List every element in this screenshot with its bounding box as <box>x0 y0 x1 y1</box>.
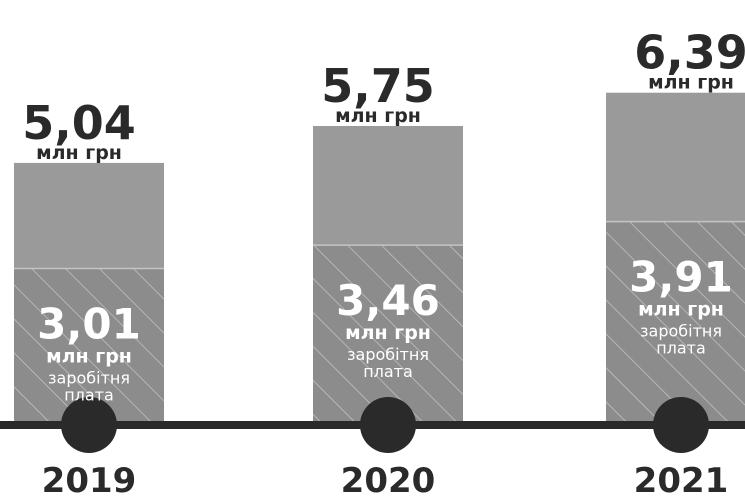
total-unit-label-2019: млн грн <box>36 142 122 164</box>
salary-hatch-2021 <box>606 221 745 425</box>
salary-hatch-2020 <box>313 245 463 425</box>
salary-value-label-2019: 3,01 <box>37 299 141 348</box>
total-value-label-2020: 5,75 <box>321 59 435 113</box>
salary-unit-label-2020: млн грн <box>345 322 431 344</box>
salary-caption-line-2019-2: плата <box>64 385 114 404</box>
year-label-2020: 2020 <box>341 461 436 497</box>
total-unit-label-2020: млн грн <box>335 105 421 127</box>
salary-unit-label-2021: млн грн <box>638 299 724 321</box>
salary-caption-line-2020-2: плата <box>363 362 413 381</box>
salary-caption-line-2019-1: заробітня <box>48 368 130 387</box>
total-value-label-2021: 6,39 <box>634 26 745 80</box>
total-unit-label-2021: млн грн <box>648 72 734 94</box>
salary-value-label-2021: 3,91 <box>629 253 733 302</box>
salary-unit-label-2019: млн грн <box>46 345 132 367</box>
year-label-2019: 2019 <box>42 461 137 497</box>
salary-value-label-2020: 3,46 <box>336 276 440 325</box>
timeline-marker-2020 <box>360 397 416 453</box>
timeline-marker-2019 <box>61 397 117 453</box>
timeline-marker-2021 <box>653 397 709 453</box>
total-value-label-2019: 5,04 <box>22 96 136 150</box>
salary-caption-line-2021-1: заробітня <box>640 322 722 341</box>
year-label-2021: 2021 <box>634 461 729 497</box>
salary-caption-line-2020-1: заробітня <box>347 345 429 364</box>
salary-caption-line-2021-2: плата <box>656 339 706 358</box>
